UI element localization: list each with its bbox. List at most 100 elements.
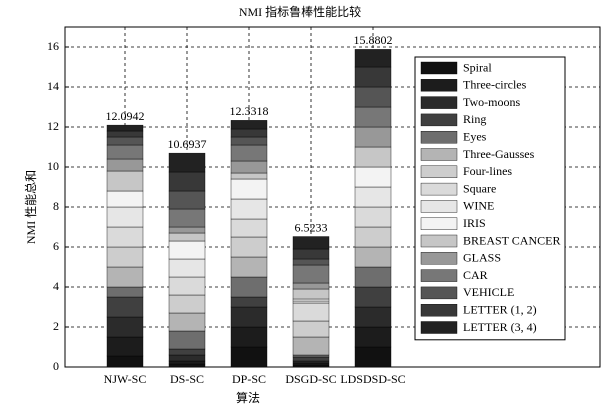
x-tick-label: NJW-SC: [104, 372, 147, 386]
legend-swatch: [420, 234, 458, 248]
legend-swatch: [420, 252, 458, 265]
legend-swatch: [420, 130, 458, 144]
bar-segment: [354, 206, 392, 228]
x-axis-label: 算法: [236, 390, 260, 405]
bar-segment: [230, 306, 268, 328]
legend-label: Two-moons: [463, 95, 520, 109]
legend-label: GLASS: [463, 251, 501, 265]
x-tick-label: DSGD-SC: [285, 372, 336, 386]
bar-segment: [106, 286, 144, 298]
bar-segment: [230, 160, 268, 174]
bar-segment: [230, 136, 268, 146]
plot-frame: [64, 26, 601, 368]
bar-segment: [292, 248, 330, 260]
bar-segment: [354, 166, 392, 188]
bar-segment: [168, 232, 206, 242]
bar-segment: [230, 346, 268, 368]
bar-segment: [230, 326, 268, 348]
bar-segment: [106, 355, 144, 368]
bar-segment: [106, 246, 144, 268]
bar-segment: [354, 146, 392, 168]
legend-label: Three-circles: [463, 78, 527, 92]
bar-segment: [292, 298, 330, 302]
bar-segment: [168, 354, 206, 362]
legend-swatch: [420, 165, 458, 179]
legend-label: Four-lines: [463, 164, 512, 178]
bar-segment: [354, 226, 392, 248]
y-tick-label: 4: [53, 279, 59, 293]
legend-label: VEHICLE: [463, 285, 514, 299]
y-axis-label: NMI 性能总和: [24, 170, 38, 244]
bar-segment: [354, 49, 392, 68]
y-tick-label: 2: [53, 319, 59, 333]
y-tick-label: 14: [47, 79, 59, 93]
bar-segment: [292, 302, 330, 322]
bar-segment: [168, 360, 206, 365]
legend-swatch: [420, 79, 458, 92]
legend-swatch: [420, 304, 458, 317]
legend-swatch: [420, 113, 458, 127]
bar-segment: [354, 346, 392, 368]
y-tick-label: 16: [47, 39, 59, 53]
legend-label: IRIS: [463, 216, 486, 230]
bar-segment: [230, 198, 268, 220]
bar-segment: [230, 236, 268, 258]
bar-segment: [106, 316, 144, 338]
bar-segment: [168, 294, 206, 314]
bar-segment: [354, 186, 392, 208]
bar-segment: [292, 258, 330, 266]
legend-label: Eyes: [463, 129, 487, 143]
bar-segment: [106, 226, 144, 248]
legend-swatch: [420, 200, 458, 213]
legend-label: WINE: [463, 199, 494, 213]
bar-segment: [168, 348, 206, 356]
legend-swatch: [420, 182, 458, 196]
bar-segment: [354, 266, 392, 288]
bar-segment: [106, 158, 144, 172]
y-tick-label: 10: [47, 159, 59, 173]
chart-title: NMI 指标鲁棒性能比较: [239, 4, 361, 19]
x-tick-label: DP-SC: [232, 372, 266, 386]
bar-segment: [168, 226, 206, 234]
bar-segment: [106, 206, 144, 228]
bar-segment: [230, 128, 268, 138]
total-label: 12.0942: [106, 109, 145, 123]
total-label: 10.6937: [168, 137, 207, 151]
legend-swatch: [420, 148, 458, 161]
bar-segment: [292, 336, 330, 356]
bar-segment: [292, 356, 330, 362]
bar-segment: [106, 124, 144, 132]
bar-segment: [354, 286, 392, 308]
legend-label: LETTER (3, 4): [463, 320, 537, 334]
bar-segment: [292, 364, 330, 368]
bar-segment: [106, 266, 144, 288]
bar-segment: [106, 296, 144, 318]
bar-segment: [230, 178, 268, 200]
legend-swatch: [420, 96, 458, 109]
legend-swatch: [420, 269, 458, 282]
bar-segment: [354, 86, 392, 108]
legend-label: LETTER (1, 2): [463, 302, 537, 316]
bar-segment: [168, 363, 206, 368]
bar-segment: [292, 320, 330, 338]
bar-segment: [230, 218, 268, 238]
bar-segment: [354, 246, 392, 268]
bar-segment: [230, 144, 268, 162]
y-tick-label: 6: [53, 239, 59, 253]
total-label: 12.3318: [230, 104, 269, 118]
legend-swatch: [420, 217, 458, 230]
bar-segment: [168, 312, 206, 332]
bar-segment: [292, 264, 330, 284]
bar-segment: [230, 256, 268, 278]
bar-segment: [168, 276, 206, 296]
total-label: 15.8802: [354, 33, 393, 47]
y-tick-label: 12: [47, 119, 59, 133]
bar-segment: [168, 171, 206, 192]
bar-segment: [106, 136, 144, 146]
x-tick-label: DS-SC: [170, 372, 204, 386]
legend-label: Three-Gausses: [463, 147, 535, 161]
legend-label: CAR: [463, 268, 488, 282]
bar-segment: [106, 336, 144, 357]
bar-segment: [168, 190, 206, 210]
